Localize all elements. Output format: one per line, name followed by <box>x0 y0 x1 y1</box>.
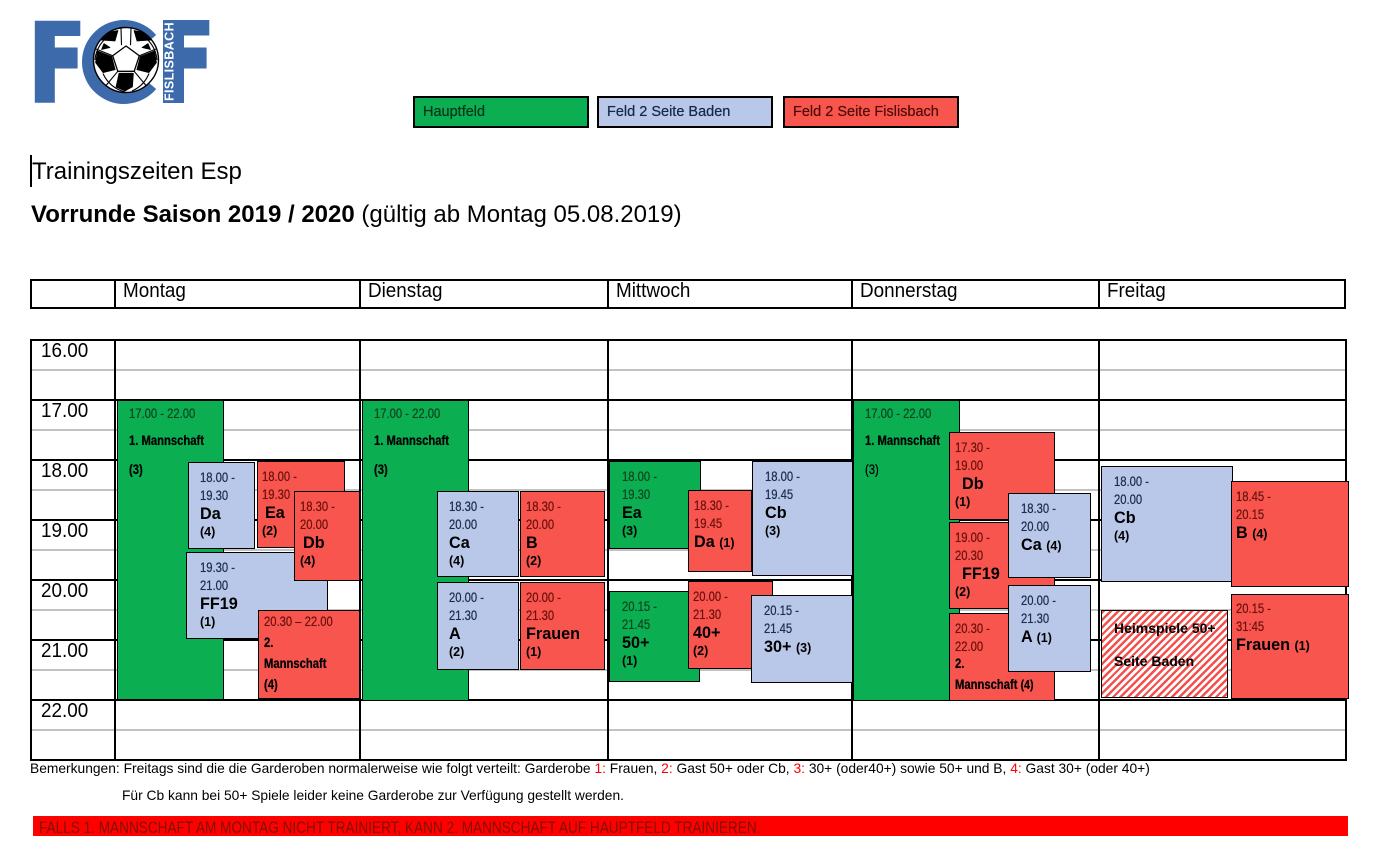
svg-text:FISLISBACH: FISLISBACH <box>163 22 177 101</box>
